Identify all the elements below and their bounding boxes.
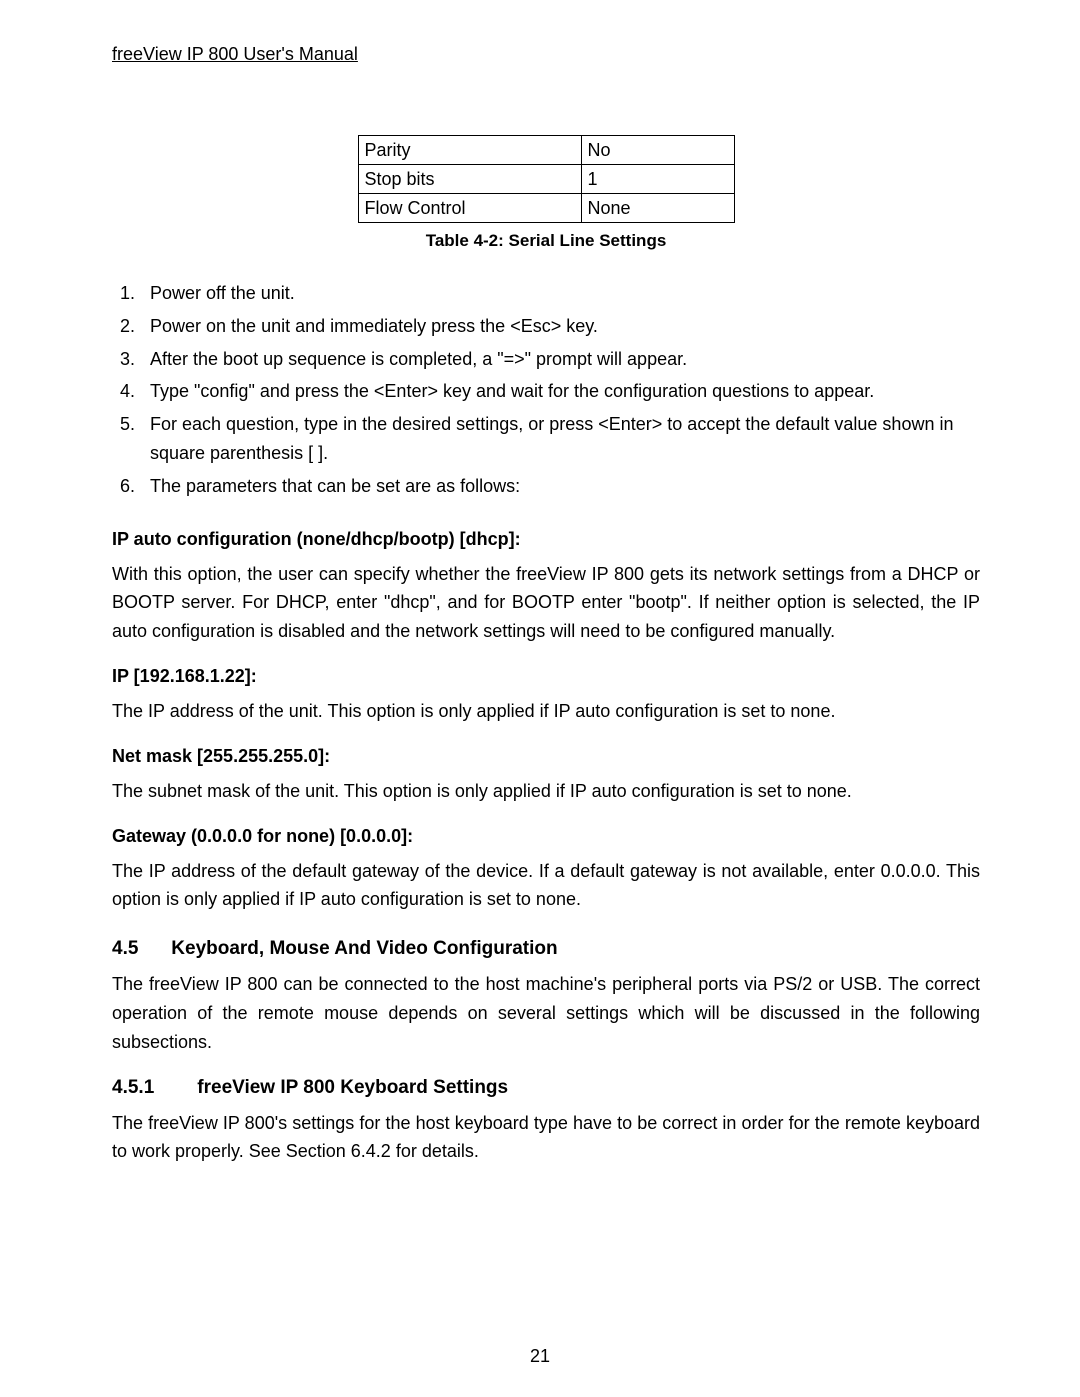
section-heading-4-5: 4.5 Keyboard, Mouse And Video Configurat… xyxy=(112,938,980,960)
param-label-gateway: Gateway (0.0.0.0 for none) [0.0.0.0]: xyxy=(112,826,980,847)
subsection-text-4-5-1: The freeView IP 800's settings for the h… xyxy=(112,1109,980,1167)
table-caption: Table 4-2: Serial Line Settings xyxy=(112,231,980,251)
section-title: Keyboard, Mouse And Video Configuration xyxy=(171,938,557,959)
list-item: Type "config" and press the <Enter> key … xyxy=(140,377,980,406)
table-cell-label: Parity xyxy=(358,136,581,165)
list-item: For each question, type in the desired s… xyxy=(140,410,980,468)
page-number: 21 xyxy=(0,1346,1080,1367)
table-cell-label: Stop bits xyxy=(358,165,581,194)
serial-settings-table: Parity No Stop bits 1 Flow Control None xyxy=(358,135,735,223)
table-cell-label: Flow Control xyxy=(358,194,581,223)
step-list: Power off the unit. Power on the unit an… xyxy=(112,279,980,501)
document-page: freeView IP 800 User's Manual Parity No … xyxy=(0,0,1080,1397)
list-item: After the boot up sequence is completed,… xyxy=(140,345,980,374)
param-label-ip: IP [192.168.1.22]: xyxy=(112,666,980,687)
list-item: Power on the unit and immediately press … xyxy=(140,312,980,341)
table-cell-value: None xyxy=(581,194,734,223)
section-number: 4.5 xyxy=(112,938,166,960)
param-text-ipauto: With this option, the user can specify w… xyxy=(112,560,980,646)
param-label-netmask: Net mask [255.255.255.0]: xyxy=(112,746,980,767)
page-header: freeView IP 800 User's Manual xyxy=(112,44,980,65)
table-row: Stop bits 1 xyxy=(358,165,734,194)
subsection-number: 4.5.1 xyxy=(112,1077,192,1099)
table-row: Flow Control None xyxy=(358,194,734,223)
table-cell-value: No xyxy=(581,136,734,165)
param-text-ip: The IP address of the unit. This option … xyxy=(112,697,980,726)
param-text-netmask: The subnet mask of the unit. This option… xyxy=(112,777,980,806)
list-item: Power off the unit. xyxy=(140,279,980,308)
table-row: Parity No xyxy=(358,136,734,165)
param-text-gateway: The IP address of the default gateway of… xyxy=(112,857,980,915)
subsection-title: freeView IP 800 Keyboard Settings xyxy=(197,1077,508,1098)
subsection-heading-4-5-1: 4.5.1 freeView IP 800 Keyboard Settings xyxy=(112,1077,980,1099)
list-item: The parameters that can be set are as fo… xyxy=(140,472,980,501)
section-text-4-5: The freeView IP 800 can be connected to … xyxy=(112,970,980,1056)
param-label-ipauto: IP auto configuration (none/dhcp/bootp) … xyxy=(112,529,980,550)
table-cell-value: 1 xyxy=(581,165,734,194)
